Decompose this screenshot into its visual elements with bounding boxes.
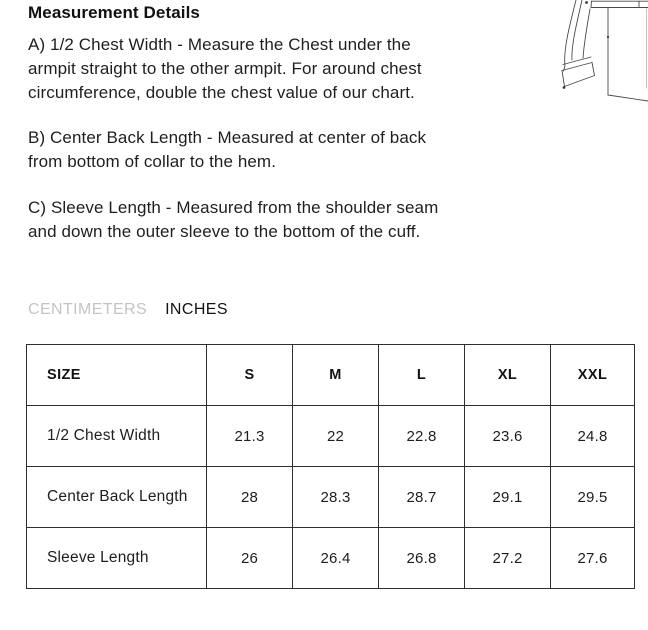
column-header-s: S [206,344,293,406]
column-header-xxl: XXL [550,344,635,406]
cell-back-l: 28.7 [378,466,465,528]
note-sleeve-length: C) Sleeve Length - Measured from the sho… [28,198,439,241]
size-chart-table: SIZE S M L XL XXL 1/2 Chest Width 21.3 2… [26,344,635,589]
row-label: 1/2 Chest Width [26,405,207,467]
tab-centimeters[interactable]: CENTIMETERS [28,301,148,318]
cell-back-m: 28.3 [292,466,379,528]
cell-sleeve-xl: 27.2 [464,527,551,589]
cell-chest-s: 21.3 [206,405,293,467]
column-header-m: M [292,344,379,406]
table-row-sleeve-length: Sleeve Length 26 26.4 26.8 27.2 27.6 [26,527,635,589]
cell-sleeve-l: 26.8 [378,527,465,589]
cell-chest-xl: 23.6 [464,405,551,467]
unit-toggle: CENTIMETERS INCHES [28,300,228,320]
cell-back-xxl: 29.5 [550,466,635,528]
column-header-xl: XL [464,344,551,406]
note-chest-width: A) 1/2 Chest Width - Measure the Chest u… [28,35,422,102]
table-header-row: SIZE S M L XL XXL [26,344,635,406]
column-header-size: SIZE [26,344,207,406]
cell-chest-m: 22 [292,405,379,467]
tab-inches[interactable]: INCHES [165,301,228,318]
shirt-line-drawing-icon [561,0,648,102]
cell-sleeve-m: 26.4 [292,527,379,589]
cell-sleeve-xxl: 27.6 [550,527,635,589]
cell-back-xl: 29.1 [464,466,551,528]
table-row-chest-width: 1/2 Chest Width 21.3 22 22.8 23.6 24.8 [26,405,635,467]
column-header-l: L [378,344,465,406]
cell-chest-xxl: 24.8 [550,405,635,467]
cell-chest-l: 22.8 [378,405,465,467]
page-title: Measurement Details [28,3,200,22]
row-label: Sleeve Length [26,527,207,589]
table-row-center-back-length: Center Back Length 28 28.3 28.7 29.1 29.… [26,466,635,528]
cell-back-s: 28 [206,466,293,528]
cell-sleeve-s: 26 [206,527,293,589]
note-center-back-length: B) Center Back Length - Measured at cent… [28,128,427,171]
row-label: Center Back Length [26,466,207,528]
